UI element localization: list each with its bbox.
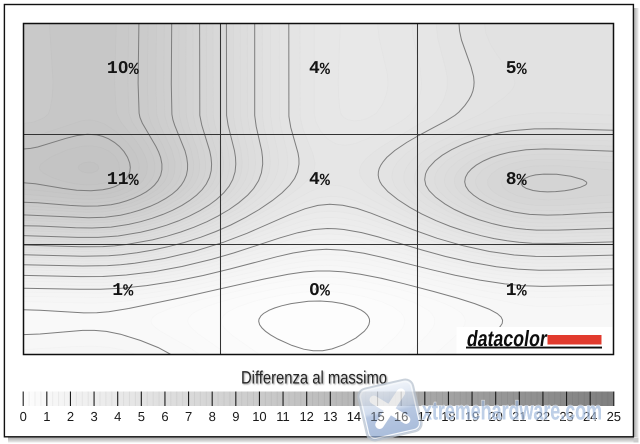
svg-text:15: 15	[370, 409, 384, 424]
svg-text:Differenza al massimo: Differenza al massimo	[241, 368, 387, 388]
svg-text:13: 13	[323, 409, 337, 424]
svg-text:9: 9	[232, 409, 239, 424]
svg-text:1%: 1%	[506, 281, 528, 302]
svg-text:18: 18	[441, 409, 455, 424]
svg-text:10: 10	[252, 409, 266, 424]
svg-text:22: 22	[536, 409, 550, 424]
svg-text:8%: 8%	[506, 170, 528, 191]
svg-text:1: 1	[43, 409, 50, 424]
svg-text:16: 16	[394, 409, 408, 424]
svg-text:12: 12	[299, 409, 313, 424]
svg-text:3: 3	[90, 409, 97, 424]
svg-text:1%: 1%	[112, 281, 134, 302]
svg-text:23: 23	[559, 409, 573, 424]
svg-text:4: 4	[114, 409, 121, 424]
svg-text:5: 5	[138, 409, 145, 424]
svg-text:Differenza al massimo: Differenza al massimo	[242, 369, 388, 389]
svg-text:11%: 11%	[107, 170, 140, 191]
svg-text:0%: 0%	[309, 281, 331, 302]
svg-text:5%: 5%	[506, 59, 528, 80]
svg-text:17: 17	[418, 409, 432, 424]
svg-text:4%: 4%	[309, 170, 331, 191]
svg-text:4%: 4%	[309, 59, 331, 80]
svg-text:2: 2	[67, 409, 74, 424]
svg-text:14: 14	[347, 409, 361, 424]
svg-text:24: 24	[583, 409, 597, 424]
svg-text:0: 0	[20, 409, 27, 424]
svg-text:21: 21	[512, 409, 526, 424]
svg-text:7: 7	[185, 409, 192, 424]
svg-text:10%: 10%	[107, 59, 140, 80]
svg-text:20: 20	[488, 409, 502, 424]
svg-text:6: 6	[161, 409, 168, 424]
svg-text:11: 11	[276, 409, 290, 424]
svg-text:19: 19	[465, 409, 479, 424]
svg-text:14: 14	[347, 409, 361, 424]
svg-text:xtremehardware.com: xtremehardware.com	[422, 396, 602, 426]
svg-text:xtremehardware.com: xtremehardware.com	[422, 396, 602, 426]
svg-text:8: 8	[209, 409, 216, 424]
svg-text:25: 25	[607, 409, 621, 424]
